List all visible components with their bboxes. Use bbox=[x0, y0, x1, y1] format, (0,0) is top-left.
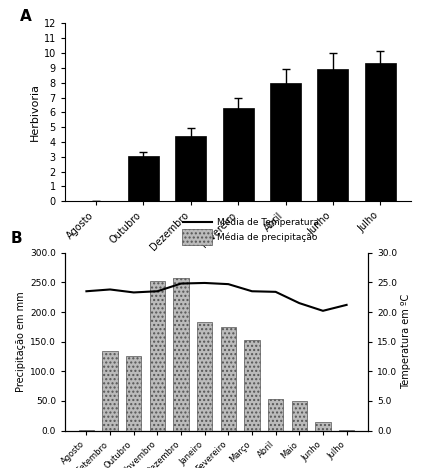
Bar bbox=[221, 327, 236, 431]
Bar bbox=[175, 136, 206, 201]
Bar bbox=[102, 351, 118, 431]
Bar bbox=[173, 278, 189, 431]
Text: Média de precipitação: Média de precipitação bbox=[217, 232, 317, 241]
Bar bbox=[128, 156, 159, 201]
Text: Média de Temperatura: Média de Temperatura bbox=[217, 218, 319, 227]
Bar bbox=[270, 83, 301, 201]
Bar bbox=[244, 340, 260, 431]
Text: B: B bbox=[10, 231, 22, 246]
Bar bbox=[317, 69, 348, 201]
Bar bbox=[182, 229, 212, 245]
Bar bbox=[197, 322, 212, 431]
Bar bbox=[79, 430, 94, 431]
Y-axis label: Temperatura em ºC: Temperatura em ºC bbox=[401, 294, 411, 389]
Bar bbox=[268, 399, 283, 431]
Bar bbox=[223, 108, 254, 201]
Bar bbox=[291, 401, 307, 431]
Bar bbox=[126, 357, 142, 431]
Text: A: A bbox=[20, 9, 32, 24]
Bar bbox=[150, 281, 165, 431]
Y-axis label: Herbivoria: Herbivoria bbox=[29, 83, 39, 141]
X-axis label: Mês: Mês bbox=[225, 256, 252, 269]
Bar bbox=[365, 63, 396, 201]
Bar bbox=[315, 422, 331, 431]
Y-axis label: Precipitação em mm: Precipitação em mm bbox=[16, 291, 26, 392]
